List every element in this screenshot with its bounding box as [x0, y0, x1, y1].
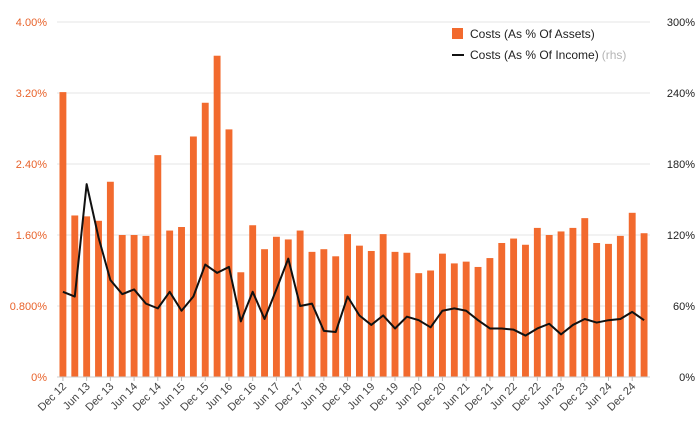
x-tick-label: Dec 12 [36, 381, 69, 414]
bar [391, 251, 399, 377]
bar [439, 253, 446, 377]
bar [355, 245, 363, 377]
bar [130, 235, 138, 377]
y-tick-label-left: 0% [31, 372, 47, 384]
bar [59, 92, 67, 378]
bar [605, 243, 612, 378]
bar [379, 234, 387, 377]
y-tick-label-left: 2.40% [16, 159, 47, 171]
bar [213, 55, 221, 377]
bar [344, 234, 352, 377]
bar [249, 225, 257, 377]
y-tick-label-right: 300% [667, 17, 695, 29]
bar [201, 102, 209, 377]
bar [593, 242, 601, 377]
bar [510, 238, 518, 377]
y-tick-label-right: 180% [667, 159, 695, 171]
line-series [62, 183, 645, 337]
bar [581, 218, 589, 377]
bar [616, 235, 624, 377]
income-line [62, 183, 645, 337]
y-tick-label-left: 0.800% [10, 301, 48, 313]
bar [118, 235, 126, 377]
bar [284, 239, 292, 377]
bar [403, 252, 411, 377]
bar [367, 250, 375, 377]
legend-label-assets: Costs (As % Of Assets) [470, 27, 595, 41]
legend-label-income-name: Costs (As % Of Income) [470, 48, 599, 62]
bar [522, 244, 529, 377]
y-tick-label-right: 240% [667, 88, 695, 100]
bar [486, 258, 494, 377]
bar [427, 270, 435, 377]
bar [225, 129, 233, 377]
bar [178, 227, 185, 377]
legend-bar-swatch [452, 28, 463, 39]
bar [474, 266, 482, 377]
legend-label-income: Costs (As % Of Income) (rhs) [470, 48, 626, 62]
bar [272, 236, 280, 377]
bar [142, 235, 150, 377]
bar [166, 230, 174, 377]
bar [462, 261, 470, 378]
bar [189, 136, 197, 377]
legend: Costs (As % Of Assets) Costs (As % Of In… [452, 27, 626, 62]
bar [450, 263, 458, 377]
bar [640, 233, 648, 377]
bar [154, 155, 162, 378]
bar [545, 235, 553, 377]
bar [332, 256, 340, 377]
bar [498, 242, 506, 377]
bar [628, 212, 636, 377]
bar [95, 220, 102, 377]
legend-rhs-suffix: (rhs) [602, 48, 627, 62]
bar [237, 272, 245, 377]
bar [533, 227, 541, 377]
y-tick-label-left: 4.00% [16, 17, 47, 29]
bar [557, 231, 565, 377]
y-tick-label-left: 1.60% [16, 230, 47, 242]
y-tick-label-right: 0% [679, 372, 695, 384]
bar [415, 273, 423, 377]
bar [83, 216, 91, 377]
bar [261, 249, 268, 377]
bar-series [59, 55, 648, 378]
bar [308, 251, 316, 377]
y-tick-label-left: 3.20% [16, 88, 47, 100]
bar [569, 227, 577, 377]
y-tick-label-right: 120% [667, 230, 695, 242]
y-tick-label-right: 60% [673, 301, 695, 313]
bar [320, 249, 328, 377]
